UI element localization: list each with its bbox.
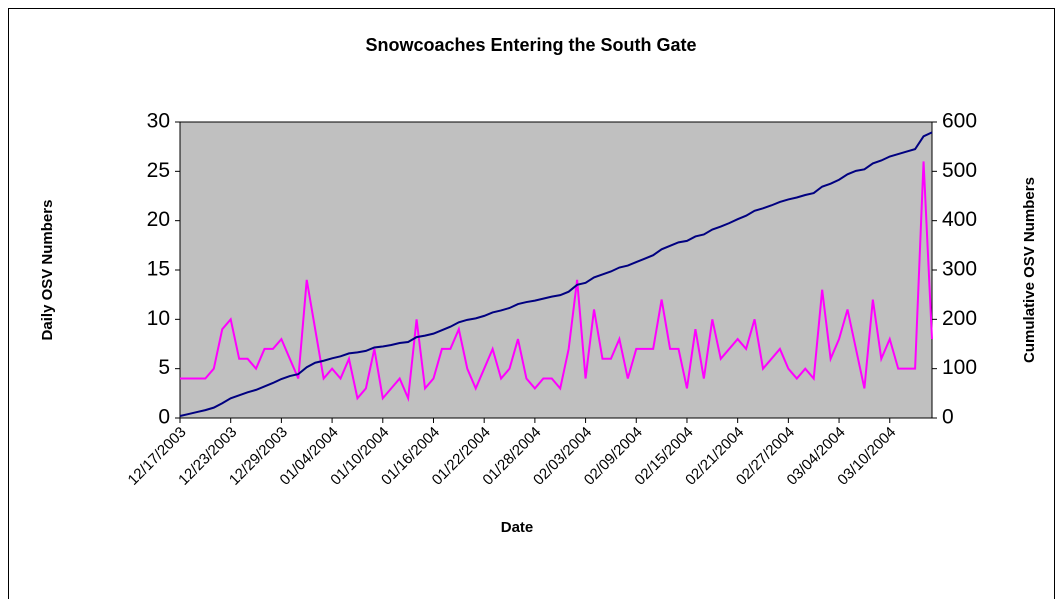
y2-tick-label: 200 [942,307,977,330]
y-tick-label: 25 [147,159,170,182]
y2-tick-label: 100 [942,356,977,379]
y2-tick-label: 600 [942,110,977,133]
x-axis-title: Date [501,519,534,536]
chart-title: Snowcoaches Entering the South Gate [365,35,696,55]
y-tick-label: 20 [147,208,170,231]
series-line [180,161,933,403]
y2-tick-label: 300 [942,258,977,281]
y2-axis-title: Cumulative OSV Numbers [1021,177,1038,363]
y-tick-label: 0 [158,406,170,429]
plot-area [179,121,933,419]
series-line [179,131,933,418]
y-tick-label: 10 [147,307,170,330]
y2-tick-label: 500 [942,159,977,182]
y2-tick-label: 400 [942,208,977,231]
y-tick-label: 30 [147,110,170,133]
y-tick-label: 15 [147,258,170,281]
y2-tick-label: 0 [942,406,954,429]
y-tick-label: 5 [158,356,170,379]
y-axis-title: Daily OSV Numbers [39,200,56,341]
